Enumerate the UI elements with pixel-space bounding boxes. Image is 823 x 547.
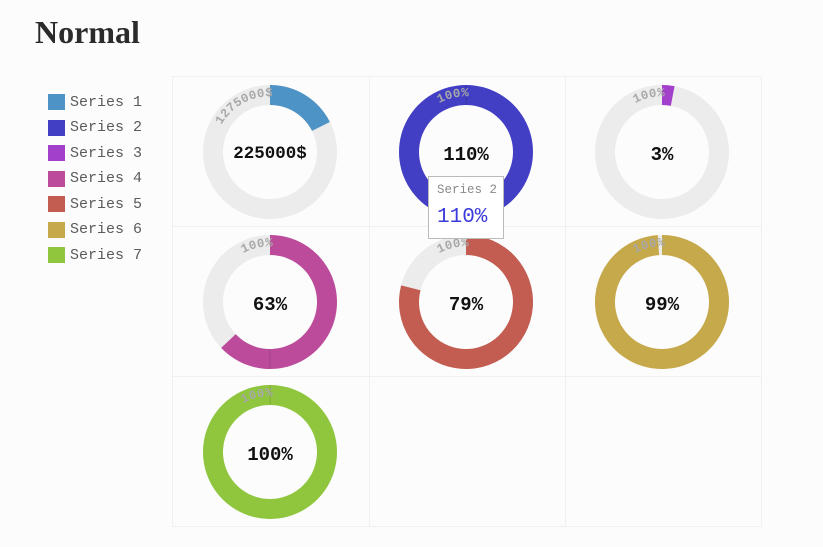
- svg-text:%: %: [657, 86, 665, 100]
- svg-text:%: %: [265, 386, 273, 400]
- svg-text:%: %: [461, 86, 469, 100]
- svg-text:%: %: [657, 236, 665, 250]
- svg-text:%: %: [265, 236, 273, 250]
- svg-text:$: $: [265, 86, 273, 100]
